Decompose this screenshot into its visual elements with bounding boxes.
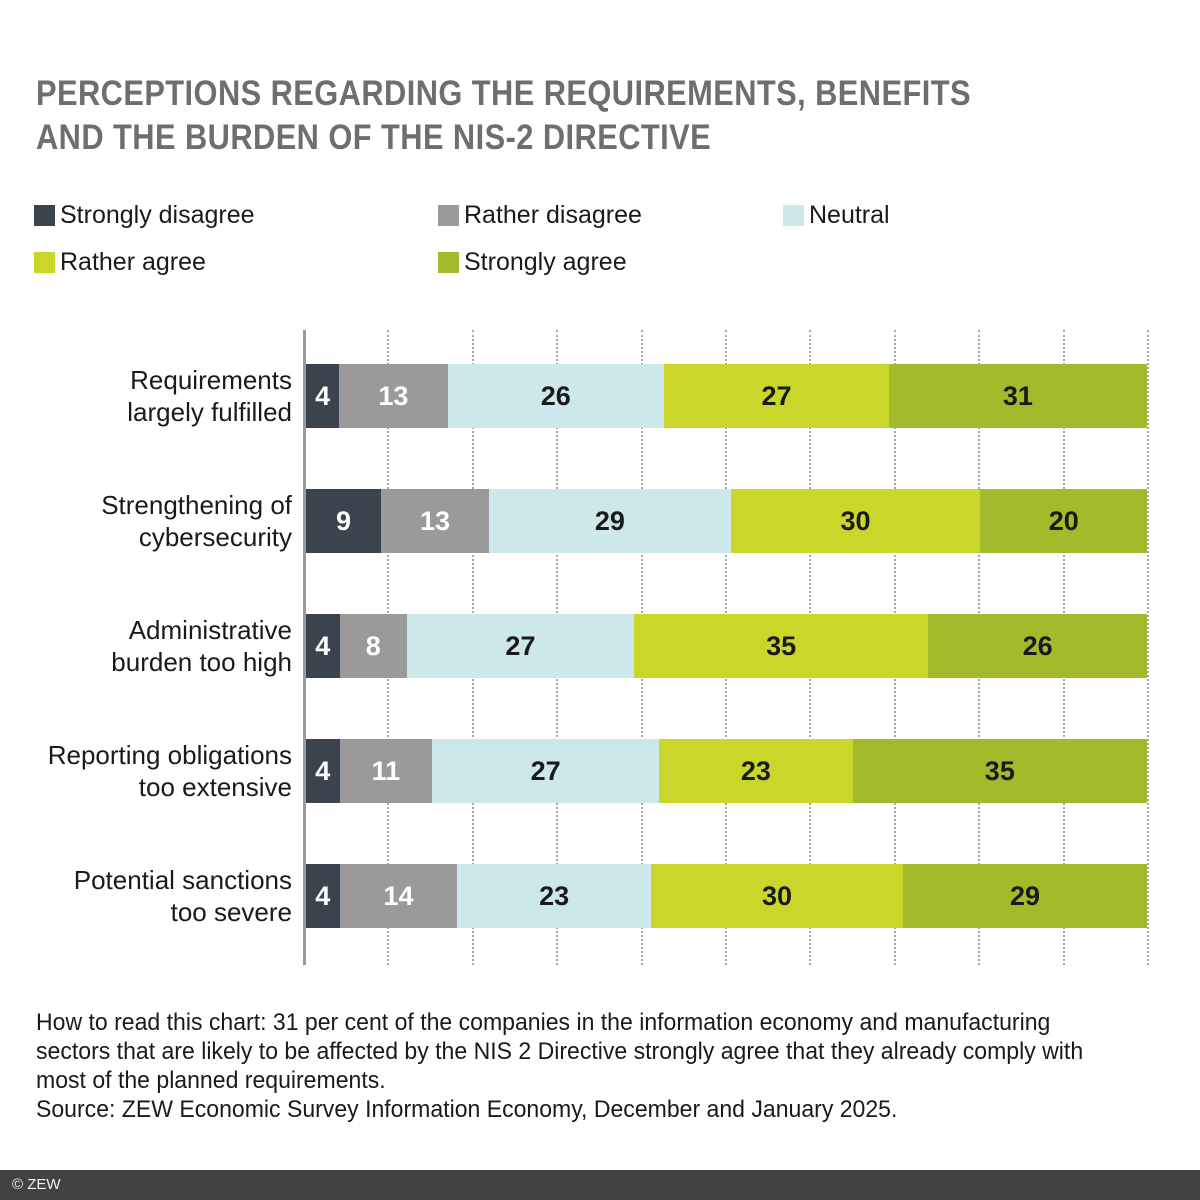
chart-area: 4 13 26 27 31 9 13 29 30 20 4 8 27 35 26 4 11 27 23 35 4 14 23… [0,330,1200,965]
bar-segment[interactable]: 30 [730,489,981,553]
category-label: Potential sanctions too severe [20,864,292,928]
bar-segment[interactable]: 23 [457,864,651,928]
bar-segment[interactable]: 27 [432,739,660,803]
category-label-line: Strengthening of [101,490,292,520]
category-label: Administrative burden too high [20,614,292,678]
category-label-line: Potential sanctions [73,865,292,895]
category-label-line: Administrative [128,615,292,645]
legend-swatch-strongly-disagree [34,205,55,226]
category-label-line: burden too high [111,647,292,677]
bar-row: 4 11 27 23 35 [306,739,1147,803]
page-title: PERCEPTIONS REGARDING THE REQUIREMENTS, … [36,74,971,157]
plot-area: 4 13 26 27 31 9 13 29 30 20 4 8 27 35 26 4 11 27 23 35 4 14 23… [303,330,1149,965]
bar-segment[interactable]: 13 [339,364,448,428]
category-label-line: largely fulfilled [127,397,292,427]
legend-label-strongly-disagree: Strongly disagree [60,201,255,229]
footnote: How to read this chart: 31 per cent of t… [36,1008,1130,1124]
legend-swatch-neutral [783,205,804,226]
bar-segment[interactable]: 31 [888,364,1147,428]
legend-item-strongly-disagree[interactable]: Strongly disagree [34,203,438,228]
legend-label-rather-agree: Rather agree [60,248,206,276]
bar-segment[interactable]: 4 [306,864,340,928]
bar-segment[interactable]: 26 [928,614,1147,678]
legend-label-strongly-agree: Strongly agree [464,248,627,276]
bar-segment[interactable]: 27 [406,614,634,678]
category-label: Reporting obligations too extensive [20,739,292,803]
bar-segment[interactable]: 8 [339,614,407,678]
legend-label-rather-disagree: Rather disagree [464,201,642,229]
category-label-line: cybersecurity [138,522,292,552]
legend-row-1: Strongly disagree Rather disagree Neutra… [34,203,1164,250]
bar-segment[interactable]: 35 [852,739,1147,803]
gridline-100 [1147,330,1149,965]
bar-row: 4 13 26 27 31 [306,364,1147,428]
bar-segment[interactable]: 4 [306,364,340,428]
bar-segment[interactable]: 11 [339,739,433,803]
bar-row: 4 8 27 35 26 [306,614,1147,678]
legend-swatch-strongly-agree [438,252,459,273]
legend-swatch-rather-disagree [438,205,459,226]
legend-item-rather-agree[interactable]: Rather agree [34,250,438,275]
bar-segment[interactable]: 29 [489,489,731,553]
legend-item-strongly-agree[interactable]: Strongly agree [438,250,783,275]
y-axis-line [303,330,306,965]
legend-item-neutral[interactable]: Neutral [783,203,1083,228]
bar-segment[interactable]: 4 [306,739,340,803]
bar-row: 4 14 23 30 29 [306,864,1147,928]
bar-segment[interactable]: 26 [447,364,665,428]
legend-item-rather-disagree[interactable]: Rather disagree [438,203,783,228]
bar-segment[interactable]: 35 [633,614,929,678]
bar-segment[interactable]: 14 [339,864,458,928]
category-label: Requirements largely fulfilled [20,364,292,428]
bar-row: 9 13 29 30 20 [306,489,1147,553]
bar-segment[interactable]: 13 [380,489,490,553]
legend-swatch-rather-agree [34,252,55,273]
category-label: Strengthening of cybersecurity [20,489,292,553]
legend-label-neutral: Neutral [809,201,890,229]
source-text: Source: ZEW Economic Survey Information … [36,1096,898,1123]
bar-segment[interactable]: 20 [980,489,1147,553]
how-to-read-text: How to read this chart: 31 per cent of t… [36,1009,1084,1094]
bar-segment[interactable]: 23 [659,739,853,803]
category-label-line: too severe [170,897,292,927]
category-label-line: too extensive [138,772,292,802]
copyright-label: © ZEW [12,1176,61,1193]
bar-segment[interactable]: 9 [306,489,381,553]
bar-segment[interactable]: 27 [664,364,889,428]
category-label-line: Requirements [130,365,292,395]
bar-segment[interactable]: 30 [650,864,904,928]
chart-legend: Strongly disagree Rather disagree Neutra… [34,203,1164,297]
footer-bar: © ZEW [0,1170,1200,1200]
category-label-line: Reporting obligations [47,740,292,770]
legend-row-2: Rather agree Strongly agree [34,250,1164,297]
bar-segment[interactable]: 4 [306,614,340,678]
bar-segment[interactable]: 29 [903,864,1147,928]
